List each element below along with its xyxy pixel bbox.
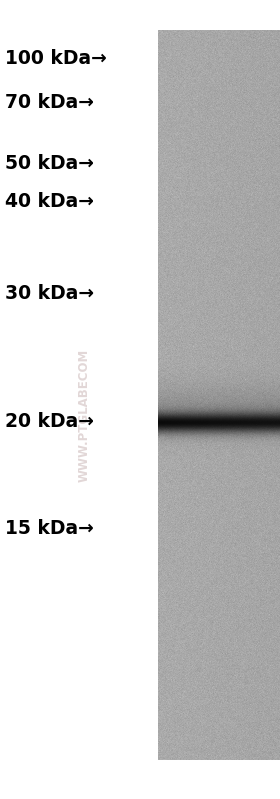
Text: 20 kDa→: 20 kDa→	[5, 411, 94, 431]
Text: WWW.PTGLABECOM: WWW.PTGLABECOM	[78, 349, 90, 482]
Text: 70 kDa→: 70 kDa→	[5, 93, 94, 112]
Text: 15 kDa→: 15 kDa→	[5, 519, 94, 539]
Text: 100 kDa→: 100 kDa→	[5, 49, 107, 68]
Text: 40 kDa→: 40 kDa→	[5, 192, 94, 211]
Text: 30 kDa→: 30 kDa→	[5, 284, 94, 303]
Text: 50 kDa→: 50 kDa→	[5, 154, 94, 173]
